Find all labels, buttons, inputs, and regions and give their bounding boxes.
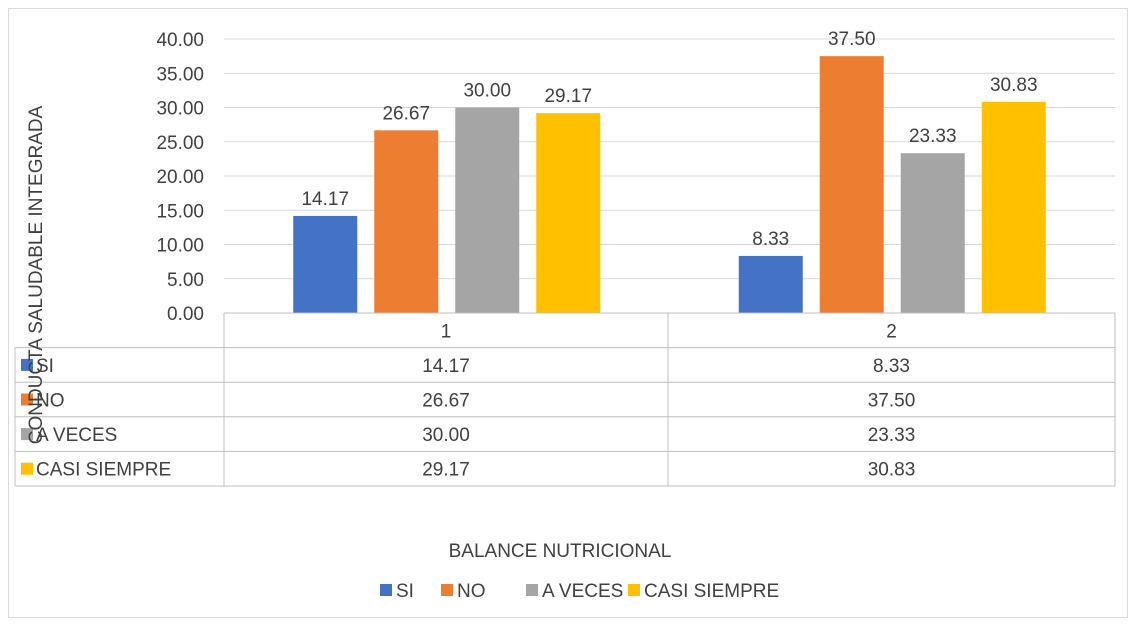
legend-label: NO [457,581,486,602]
bar [536,113,601,313]
legend-label: A VECES [542,581,623,602]
table-series-name: A VECES [36,425,117,446]
table-cell: 37.50 [868,391,916,412]
bar [738,255,803,313]
x-tick-label: 2 [886,321,897,342]
data-label: 14.17 [301,189,349,210]
data-label: 37.50 [828,29,876,50]
bar [981,101,1046,313]
table-legend-key [21,358,33,371]
data-label: 23.33 [909,126,957,147]
table-cell: 30.83 [868,460,916,481]
bar [293,215,358,313]
y-tick-label: 25.00 [156,133,204,154]
table-cell: 23.33 [868,425,916,446]
data-label: 8.33 [752,229,789,250]
y-tick-label: 40.00 [156,30,204,51]
bar [819,56,884,313]
y-tick-label: 10.00 [156,236,204,257]
table-series-name: NO [36,391,65,412]
bar [455,107,520,313]
y-tick-label: 20.00 [156,167,204,188]
legend-key [380,584,392,596]
y-tick-label: 35.00 [156,64,204,85]
data-label: 30.83 [990,75,1038,96]
table-legend-key [21,428,33,441]
y-tick-label: 30.00 [156,99,204,120]
data-label: 29.17 [544,86,592,107]
y-tick-label: 0.00 [167,304,204,325]
gridlines [224,38,1115,314]
table-legend-key [21,462,33,475]
table-series-name: CASI SIEMPRE [36,460,171,481]
table-cell: 8.33 [873,356,910,377]
table-legend-key [21,393,33,406]
table-series-name: SI [36,356,54,377]
table-cell: 29.17 [422,460,470,481]
legend-key [628,584,640,596]
legend-label: SI [396,581,414,602]
x-tick-label: 1 [441,321,452,342]
y-tick-label: 5.00 [167,270,204,291]
legend-key [441,584,453,596]
table-cell: 26.67 [422,391,470,412]
bars [293,56,1046,313]
x-axis-label: BALANCE NUTRICIONAL [449,541,672,562]
legend: SI NO A VECES CASI SIEMPRE [380,581,779,602]
y-axis-ticks: 0.00 5.00 10.00 15.00 20.00 25.00 30.00 35.00 40… [156,30,204,325]
table-cell: 30.00 [422,425,470,446]
data-labels: 14.17 26.67 30.00 29.17 8.33 37.50 23.33 30.83 [301,29,1037,250]
legend-key [526,584,538,596]
legend-label: CASI SIEMPRE [644,581,779,602]
data-label: 30.00 [463,81,511,102]
table-cell: 14.17 [422,356,470,377]
bar [374,130,439,313]
y-axis-label: CONDUCTA SALUDABLE INTEGRADA [26,105,47,444]
data-label: 26.67 [382,103,430,124]
bar [900,153,965,313]
y-tick-label: 15.00 [156,201,204,222]
data-table: 1 2 SI 14.17 8.33 NO 26.67 37.50 A VECES 30.00 23.… [14,312,1116,487]
